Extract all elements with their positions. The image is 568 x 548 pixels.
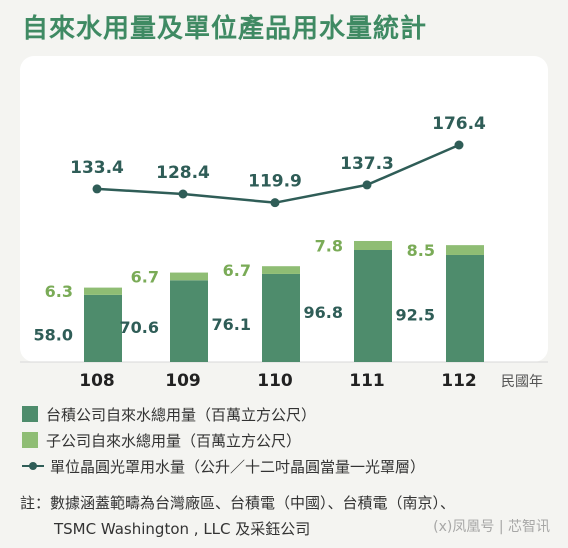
line-point-109	[178, 189, 188, 199]
legend-swatch-sub	[22, 432, 38, 448]
line-label-111: 137.3	[340, 154, 394, 174]
footnote-line-2: TSMC Washington , LLC 及采鈺公司	[54, 520, 311, 538]
bar-sub-110	[262, 266, 300, 274]
legend-swatch-main	[22, 406, 38, 422]
legend-item-sub: 子公司自來水總用量（百萬立方公尺）	[22, 427, 425, 453]
label-sub-108: 6.3	[45, 282, 73, 301]
x-axis-unit-label: 民國年	[501, 374, 543, 390]
label-main-108: 58.0	[34, 325, 73, 344]
bar-sub-111	[354, 240, 392, 250]
x-tick-108: 108	[79, 371, 115, 391]
legend-label-line: 單位晶圓光罩用水量（公升／十二吋晶圓當量一光罩層）	[50, 457, 426, 476]
bar-main-108	[84, 294, 122, 362]
chart-title: 自來水用量及單位產品用水量統計	[22, 14, 428, 44]
line-label-109: 128.4	[156, 163, 210, 183]
bar-sub-109	[170, 272, 208, 281]
label-main-110: 76.1	[212, 315, 251, 334]
x-tick-112: 112	[441, 371, 477, 391]
x-tick-110: 110	[257, 371, 293, 391]
legend-item-line: 單位晶圓光罩用水量（公升／十二吋晶圓當量一光罩層）	[22, 453, 425, 479]
label-sub-109: 6.7	[131, 267, 159, 286]
bar-main-109	[170, 280, 208, 362]
label-main-111: 96.8	[304, 303, 343, 322]
line-point-112	[454, 140, 464, 150]
legend-item-main: 台積公司自來水總用量（百萬立方公尺）	[22, 401, 425, 427]
line-label-110: 119.9	[248, 172, 302, 192]
footnote: 註：數據涵蓋範疇為台灣廠區、台積電（中國）、台積電（南京）、 TSMC Wash…	[20, 490, 455, 542]
line-point-110	[270, 198, 280, 208]
x-tick-109: 109	[165, 371, 201, 391]
bar-sub-112	[446, 245, 484, 255]
footnote-line-1: 註：數據涵蓋範疇為台灣廠區、台積電（中國）、台積電（南京）、	[20, 494, 456, 512]
bar-main-112	[446, 254, 484, 362]
bar-main-110	[262, 273, 300, 362]
legend-label-main: 台積公司自來水總用量（百萬立方公尺）	[46, 405, 317, 424]
legend-line-marker-icon	[22, 460, 44, 472]
line-label-112: 176.4	[432, 114, 486, 134]
label-main-112: 92.5	[396, 305, 435, 324]
label-sub-111: 7.8	[315, 236, 343, 255]
label-sub-110: 6.7	[223, 261, 251, 280]
chart-svg: 58.0 6.3 108 70.6 6.7 109 76.1 6.7 110 96.8 7.8 111…	[20, 114, 548, 391]
line-point-108	[92, 184, 102, 194]
bar-sub-108	[84, 287, 122, 295]
label-sub-112: 8.5	[407, 241, 435, 260]
bar-main-111	[354, 250, 392, 362]
line-label-108: 133.4	[70, 158, 124, 178]
legend-label-sub: 子公司自來水總用量（百萬立方公尺）	[46, 431, 302, 450]
label-main-109: 70.6	[120, 318, 159, 337]
watermark: (x)凤凰号 | 芯智讯	[433, 519, 550, 535]
x-tick-111: 111	[349, 371, 385, 391]
line-point-111	[362, 180, 372, 190]
legend: 台積公司自來水總用量（百萬立方公尺） 子公司自來水總用量（百萬立方公尺） 單位晶…	[22, 401, 425, 479]
